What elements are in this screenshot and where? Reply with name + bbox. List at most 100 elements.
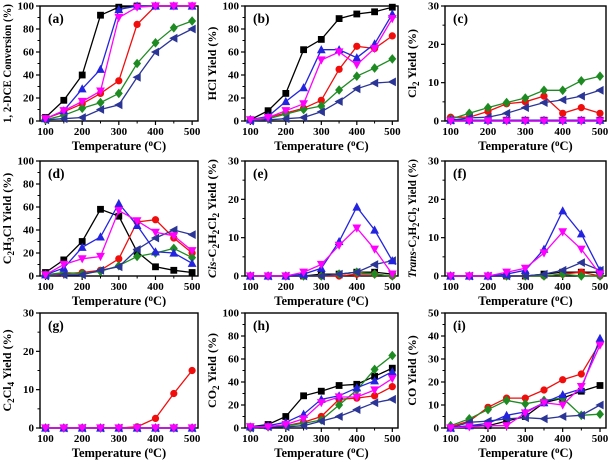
diamond-marker (596, 409, 604, 419)
square-marker (60, 96, 68, 104)
triangle-down-marker (483, 117, 493, 126)
circle-marker (115, 255, 123, 263)
triangle-down-marker (595, 341, 605, 350)
y-tick-label: 40 (228, 70, 240, 82)
y-tick-label: 0 (234, 423, 240, 435)
y-tick-label: 100 (18, 1, 35, 13)
square-marker (170, 266, 178, 274)
square-marker (388, 3, 396, 11)
x-tick-label: 500 (592, 433, 609, 445)
x-tick-label: 400 (554, 126, 571, 138)
triangle-down-marker (483, 272, 493, 281)
circle-marker (577, 104, 585, 112)
triangle-left-marker (502, 108, 511, 118)
subplot-h: 100 200 300 400 500 0 20 40 60 80 100 (h) CO2 Yield … (205, 307, 405, 466)
series-magenta-down-triangle (41, 206, 197, 280)
square-marker (282, 413, 290, 420)
y-tick-label: 30 (428, 354, 440, 366)
x-axis-label: Temperature (oC) (478, 445, 572, 460)
y-tick-label: 10 (428, 232, 440, 244)
diamond-marker (114, 88, 123, 99)
triangle-down-marker (370, 245, 379, 254)
triangle-down-marker (96, 252, 105, 262)
x-tick-label: 500 (384, 281, 401, 293)
y-tick-label: 0 (29, 423, 35, 435)
triangle-up-marker (299, 83, 308, 92)
triangle-left-marker (387, 394, 396, 404)
x-tick-label: 200 (74, 126, 91, 138)
diamond-marker (335, 400, 344, 410)
y-tick-label: 0 (434, 271, 440, 283)
y-axis-label: HCl Yield (%) (205, 27, 219, 101)
triangle-left-marker (59, 114, 68, 124)
y-tick-label: 100 (223, 308, 240, 320)
circle-marker (521, 394, 529, 402)
x-axis-label: Temperature (oC) (72, 293, 166, 307)
diamond-marker (388, 54, 397, 64)
subplot-b: 100 200 300 400 500 0 20 40 60 80 100 (b) HCl Yield … (205, 0, 405, 155)
triangle-down-marker (316, 260, 326, 270)
triangle-left-marker (558, 412, 567, 421)
y-tick-label: 20 (428, 39, 440, 51)
circle-marker (388, 383, 396, 391)
triangle-down-marker (595, 270, 605, 279)
y-tick-label: 20 (23, 248, 35, 260)
diamond-marker (299, 104, 308, 115)
y-tick-label: 10 (428, 77, 440, 89)
diamond-marker (352, 71, 361, 81)
triangle-down-marker (539, 399, 549, 408)
circle-marker (151, 216, 160, 224)
x-tick-label: 200 (74, 281, 91, 293)
subplot-canvas-i: 100 200 300 400 500 0 10 20 30 40 50 (i) CO Yield (%… (405, 308, 609, 461)
triangle-down-marker (520, 264, 530, 273)
x-tick-label: 500 (384, 126, 401, 138)
triangle-down-marker (446, 424, 455, 433)
triangle-up-marker (387, 256, 397, 265)
x-tick-label: 300 (111, 281, 128, 293)
triangle-down-marker (316, 56, 326, 65)
triangle-down-marker (96, 424, 105, 433)
triangle-left-marker (169, 33, 178, 43)
x-tick-label: 100 (242, 433, 259, 445)
x-tick-label: 500 (592, 126, 609, 138)
x-tick-label: 200 (480, 126, 497, 138)
triangle-left-marker (352, 267, 361, 277)
x-tick-label: 300 (517, 126, 534, 138)
triangle-left-marker (370, 78, 379, 88)
triangle-down-marker (245, 272, 255, 281)
square-marker (300, 392, 307, 400)
circle-marker (317, 96, 325, 104)
x-tick-label: 200 (278, 433, 295, 445)
triangle-up-marker (595, 333, 605, 342)
triangle-down-marker (281, 272, 291, 281)
triangle-left-marker (316, 107, 325, 117)
diamond-marker (335, 85, 344, 95)
diamond-marker (133, 251, 142, 262)
y-tick-label: 30 (428, 1, 440, 13)
x-tick-label: 200 (74, 433, 91, 445)
triangle-down-marker (352, 393, 362, 402)
series-magenta-down-triangle (446, 228, 605, 281)
diamond-marker (596, 71, 604, 81)
triangle-up-marker (281, 96, 291, 106)
circle-marker (559, 376, 567, 384)
series-magenta-down-triangle (41, 424, 197, 433)
triangle-left-marker (334, 412, 343, 421)
y-tick-label: 20 (23, 346, 35, 358)
subplot-canvas-h: 100 200 300 400 500 0 20 40 60 80 100 (h) CO2 Yield … (205, 308, 401, 461)
x-tick-label: 200 (278, 281, 295, 293)
x-axis-label: Temperature (oC) (72, 445, 166, 460)
panel-letter: (h) (253, 318, 270, 333)
diamond-marker (484, 102, 492, 113)
triangle-left-marker (576, 91, 585, 101)
triangle-down-marker (352, 224, 362, 233)
triangle-left-marker (576, 258, 585, 267)
y-tick-label: 60 (228, 354, 240, 366)
triangle-up-marker (352, 53, 362, 62)
y-axis-label: 1, 2-DCE Conversion (%) (0, 4, 14, 123)
triangle-down-marker (299, 415, 308, 424)
triangle-down-marker (245, 116, 255, 125)
circle-marker (335, 65, 343, 73)
diamond-marker (59, 110, 68, 121)
triangle-up-marker (502, 410, 511, 419)
